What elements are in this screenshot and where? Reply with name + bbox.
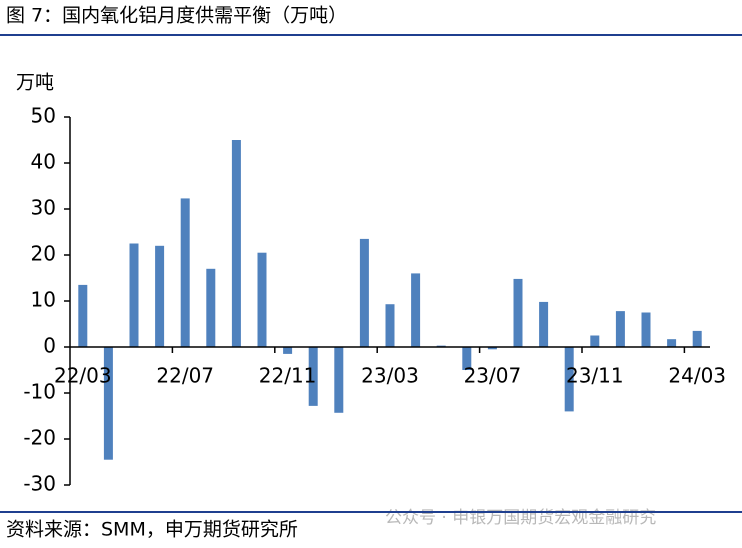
bar	[641, 312, 651, 347]
bar	[129, 243, 139, 347]
bar	[411, 273, 421, 347]
x-tick-label: 22/03	[54, 364, 112, 388]
bar	[462, 347, 472, 370]
bar	[257, 252, 267, 347]
bar	[513, 278, 523, 347]
y-axis-label: 万吨	[16, 72, 54, 94]
bar	[231, 140, 241, 347]
x-tick-label: 23/11	[566, 364, 624, 388]
bar	[615, 311, 625, 347]
source: 资料来源：SMM，申万期货研究所	[6, 519, 298, 541]
y-tick-label: 0	[43, 334, 56, 358]
bar	[283, 347, 293, 354]
bar	[487, 347, 497, 350]
y-tick-label: 10	[31, 288, 56, 312]
bar	[667, 339, 677, 347]
bar	[206, 268, 216, 347]
bar	[180, 198, 190, 347]
chart-title: 图 7：国内氧化铝月度供需平衡（万吨）	[6, 5, 347, 27]
bar	[334, 347, 344, 413]
x-tick-label: 23/03	[361, 364, 419, 388]
x-tick-label: 22/07	[156, 364, 214, 388]
y-tick-label: 30	[31, 196, 56, 220]
y-tick-label: 50	[31, 104, 56, 128]
y-tick-label: -20	[23, 426, 56, 450]
x-tick-label: 24/03	[668, 364, 726, 388]
y-tick-label: -10	[23, 380, 56, 404]
bar	[155, 245, 165, 347]
bar	[692, 330, 702, 347]
bar	[103, 347, 113, 460]
x-tick-label: 23/07	[464, 364, 522, 388]
y-tick-label: 20	[31, 242, 56, 266]
bar	[385, 304, 395, 347]
bar	[78, 284, 88, 347]
bar	[539, 301, 549, 347]
y-tick-label: 40	[31, 150, 56, 174]
x-tick-label: 22/11	[259, 364, 317, 388]
bar	[590, 335, 600, 347]
y-tick-label: -30	[23, 472, 56, 496]
bar	[359, 238, 369, 347]
bar	[564, 347, 574, 412]
bar	[308, 347, 318, 406]
